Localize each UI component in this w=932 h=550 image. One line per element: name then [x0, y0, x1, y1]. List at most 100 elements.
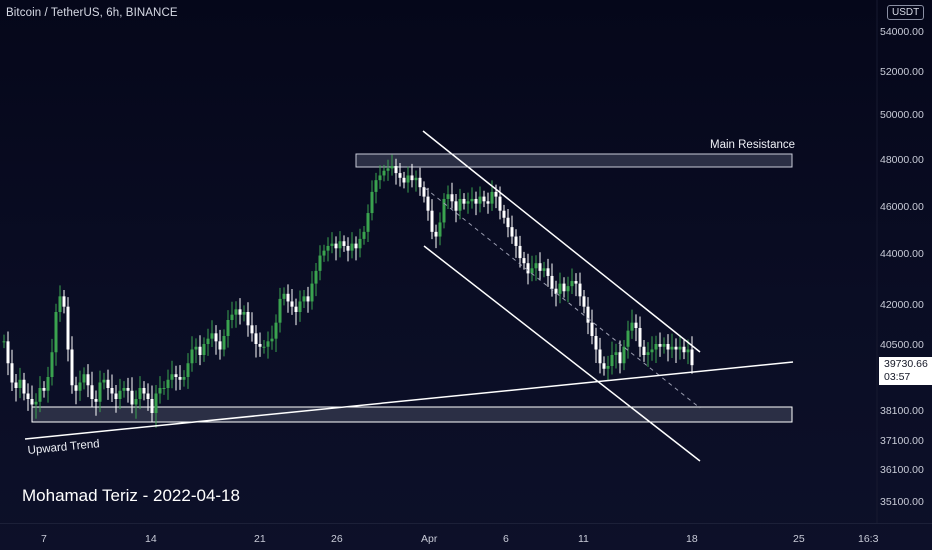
channel-upper-line	[422, 130, 701, 353]
candle-body	[210, 333, 214, 339]
candle-body	[2, 341, 6, 343]
candle-body	[34, 401, 38, 405]
candle-body	[390, 166, 394, 169]
candle-body	[58, 296, 62, 312]
y-tick: 46000.00	[880, 201, 924, 213]
candle-body	[562, 283, 566, 292]
candle-body	[62, 296, 66, 307]
candle-body	[230, 314, 234, 320]
candle-body	[14, 382, 18, 388]
last-price-badge: 39730.66 03:57	[879, 357, 932, 385]
candle-body	[258, 344, 262, 347]
channel-mid-line	[424, 187, 701, 409]
candle-body	[438, 222, 442, 237]
candle-body	[270, 338, 274, 342]
candle-body	[262, 346, 266, 348]
candle-body	[570, 281, 574, 287]
resistance-zone	[355, 153, 793, 168]
candle-body	[250, 325, 254, 334]
candle-body	[182, 377, 186, 380]
candle-body	[318, 255, 322, 271]
candle-body	[650, 349, 654, 353]
candle-body	[310, 283, 314, 302]
candle-body	[558, 283, 562, 294]
candle-body	[110, 388, 114, 394]
candle-body	[338, 241, 342, 249]
candle-body	[602, 363, 606, 369]
y-tick: 35100.00	[880, 496, 924, 508]
candle-body	[170, 374, 174, 380]
candle-body	[554, 288, 558, 294]
candle-body	[374, 180, 378, 192]
candle-body	[130, 390, 134, 405]
candle-body	[286, 293, 290, 302]
candle-body	[306, 296, 310, 302]
x-tick: 14	[145, 533, 157, 545]
candle-body	[222, 336, 226, 350]
candles-group	[2, 154, 694, 428]
candle-body	[422, 187, 426, 197]
candle-body	[406, 175, 410, 183]
y-tick: 42000.00	[880, 299, 924, 311]
candle-body	[654, 344, 658, 350]
candle-body	[510, 227, 514, 237]
candle-body	[470, 198, 474, 202]
candle-body	[418, 177, 422, 188]
candle-body	[138, 388, 142, 399]
candle-body	[326, 245, 330, 251]
candle-body	[302, 296, 306, 302]
candle-body	[646, 352, 650, 355]
candle-body	[522, 258, 526, 264]
candle-body	[466, 201, 470, 204]
candle-body	[514, 236, 518, 246]
candle-body	[498, 196, 502, 211]
symbol-title[interactable]: Bitcoin / TetherUS, 6h, BINANCE	[6, 7, 178, 19]
candle-body	[234, 309, 238, 315]
candle-body	[254, 333, 258, 344]
candle-body	[526, 263, 530, 274]
x-tick: 26	[331, 533, 343, 545]
candle-body	[206, 338, 210, 344]
support-zone	[31, 406, 793, 423]
candle-body	[78, 382, 82, 391]
candle-body	[686, 349, 690, 353]
candle-body	[282, 293, 286, 299]
candle-body	[246, 312, 250, 326]
candle-body	[678, 346, 682, 350]
candle-body	[94, 399, 98, 402]
y-tick: 54000.00	[880, 26, 924, 38]
x-tick: Apr	[421, 533, 438, 545]
y-tick: 38100.00	[880, 405, 924, 417]
candle-body	[22, 379, 26, 394]
candle-body	[378, 175, 382, 181]
candle-body	[366, 213, 370, 232]
candle-body	[530, 268, 534, 274]
candle-body	[114, 393, 118, 399]
candle-body	[178, 377, 182, 380]
candle-body	[506, 217, 510, 228]
x-tick: 7	[41, 533, 47, 545]
currency-selector[interactable]: USDT	[887, 5, 925, 20]
candle-body	[74, 385, 78, 391]
resistance-label: Main Resistance	[710, 139, 795, 151]
candle-body	[382, 170, 386, 176]
candle-body	[414, 177, 418, 181]
candle-body	[342, 241, 346, 246]
y-axis: 54000.00 52000.00 50000.00 48000.00 4600…	[880, 26, 924, 508]
candle-body	[46, 377, 50, 391]
candle-body	[490, 191, 494, 204]
candle-body	[502, 210, 506, 218]
candle-body	[618, 352, 622, 364]
candle-body	[578, 283, 582, 297]
candle-body	[334, 243, 338, 249]
author-signature: Mohamad Teriz - 2022-04-18	[22, 486, 240, 505]
candle-body	[186, 363, 190, 377]
candle-body	[322, 250, 326, 256]
candle-body	[330, 243, 334, 246]
candle-body	[242, 312, 246, 315]
candle-body	[666, 344, 670, 350]
candle-body	[626, 330, 630, 347]
y-tick: 44000.00	[880, 248, 924, 260]
candle-body	[294, 306, 298, 312]
